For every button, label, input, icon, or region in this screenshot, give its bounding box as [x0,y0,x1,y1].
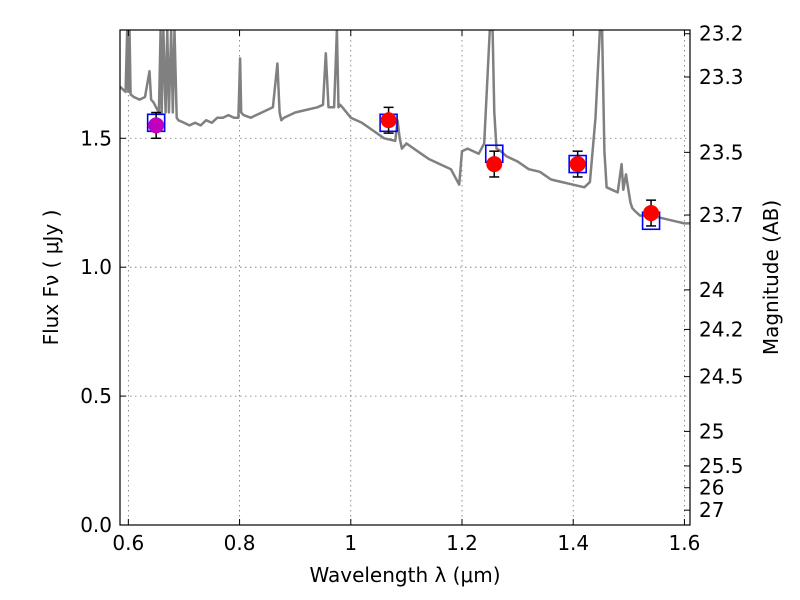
observed-flux-point [380,112,397,129]
magnitude-axis-title: Magnitude (AB) [759,200,783,355]
model-photometry-layer [146,113,661,231]
plot-frame [119,29,691,526]
x-tick-label: 0.8 [224,531,256,555]
observed-flux-point [486,156,503,173]
y-tick-label: 1.5 [80,126,112,150]
observed-flux-point [148,117,165,134]
observed-flux-point [643,205,660,222]
mag-tick-label: 24.5 [699,365,744,389]
observed-flux-point [569,156,586,173]
x-axis-title: Wavelength λ (μm) [309,563,500,587]
tick-layer: 0.6 0.8 1 1.2 1.4 1.6 0.0 0.5 1.0 1.5 23.2 23.3 23.5… [80,22,743,555]
mag-tick-label: 27 [699,498,724,522]
mag-tick-label: 24.2 [699,317,744,341]
x-tick-label: 1.4 [557,531,589,555]
model-spectrum-layer [120,30,690,225]
y-tick-label: 1.0 [80,255,112,279]
x-tick-label: 1.2 [446,531,478,555]
x-tick-label: 1 [344,531,357,555]
mag-tick-label: 23.7 [699,203,744,227]
mag-tick-label: 25 [699,419,724,443]
mag-tick-label: 23.3 [699,65,744,89]
y-tick-label: 0.5 [80,384,112,408]
y-axis-title: Flux Fν ( μJy ) [39,210,63,346]
mag-tick-label: 26 [699,476,724,500]
x-tick-label: 1.6 [669,531,701,555]
observed-flux-layer [148,106,660,227]
mag-tick-label: 23.2 [699,22,744,46]
mag-tick-label: 24 [699,278,724,302]
mag-tick-label: 25.5 [699,454,744,478]
mag-tick-label: 23.5 [699,140,744,164]
y-tick-label: 0.0 [80,513,112,537]
x-tick-label: 0.6 [112,531,144,555]
model-spectrum-line [120,30,690,225]
